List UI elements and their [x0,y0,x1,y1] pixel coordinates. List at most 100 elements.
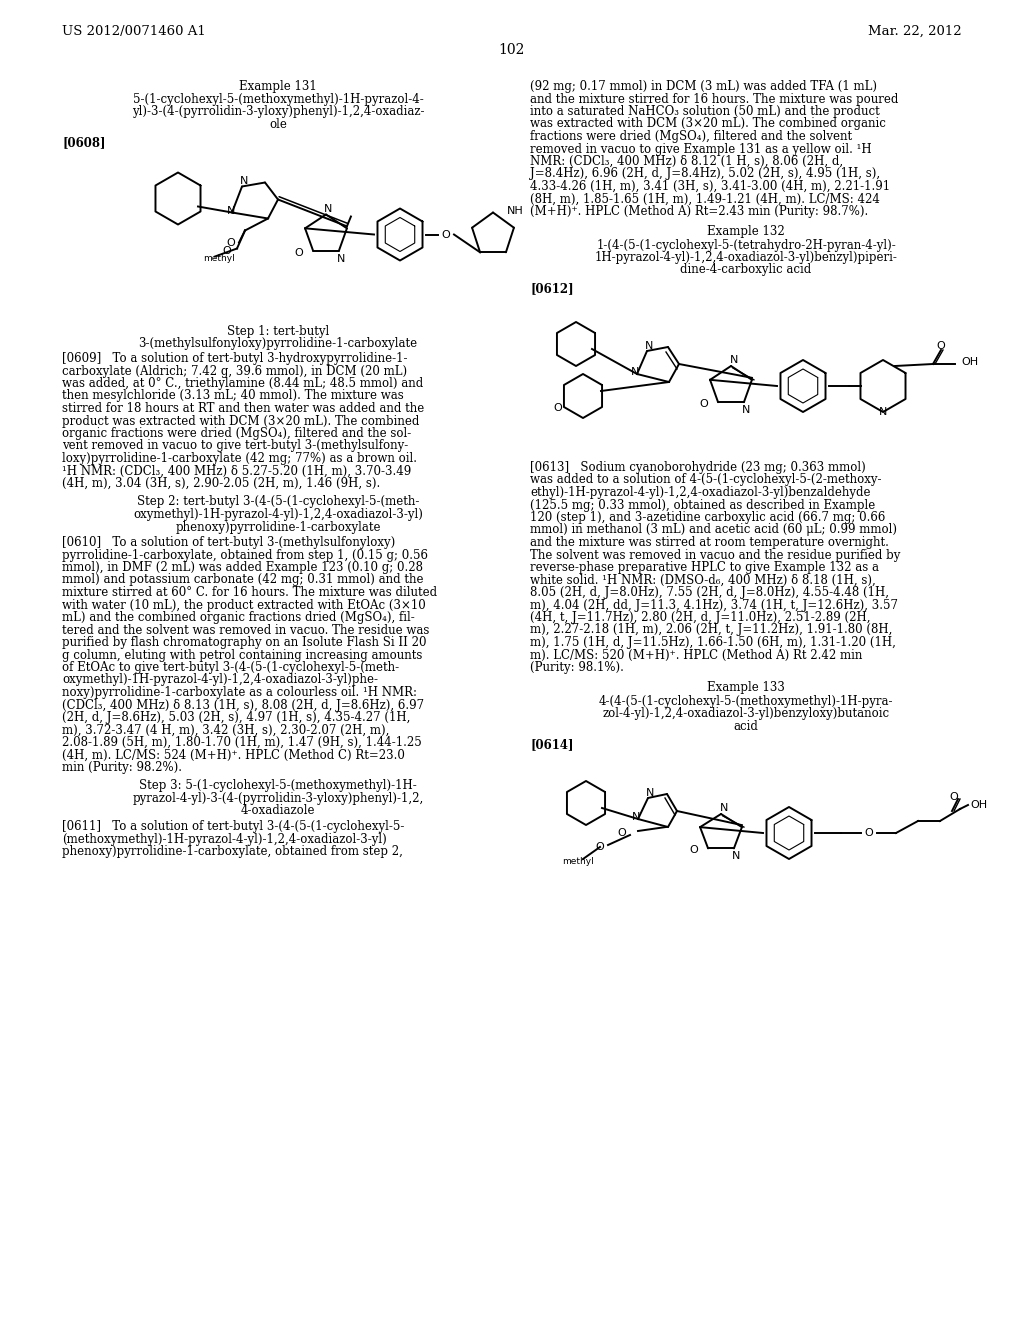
Text: 1H-pyrazol-4-yl)-1,2,4-oxadiazol-3-yl)benzyl)piperi-: 1H-pyrazol-4-yl)-1,2,4-oxadiazol-3-yl)be… [595,251,897,264]
Text: Step 1: tert-butyl: Step 1: tert-butyl [227,325,329,338]
Text: mmol) in methanol (3 mL) and acetic acid (60 μL; 0.99 mmol): mmol) in methanol (3 mL) and acetic acid… [530,524,897,536]
Text: mmol) and potassium carbonate (42 mg; 0.31 mmol) and the: mmol) and potassium carbonate (42 mg; 0.… [62,573,424,586]
Text: O: O [554,403,562,413]
Text: [0610]   To a solution of tert-butyl 3-(methylsulfonyloxy): [0610] To a solution of tert-butyl 3-(me… [62,536,395,549]
Text: ole: ole [269,117,287,131]
Text: ethyl)-1H-pyrazol-4-yl)-1,2,4-oxadiazol-3-yl)benzaldehyde: ethyl)-1H-pyrazol-4-yl)-1,2,4-oxadiazol-… [530,486,870,499]
Text: N: N [324,203,332,214]
Text: O: O [295,248,303,257]
Text: N: N [632,812,640,822]
Text: oxymethyl)-1H-pyrazol-4-yl)-1,2,4-oxadiazol-3-yl)phe-: oxymethyl)-1H-pyrazol-4-yl)-1,2,4-oxadia… [62,673,378,686]
Text: US 2012/0071460 A1: US 2012/0071460 A1 [62,25,206,38]
Text: Step 3: 5-(1-cyclohexyl-5-(methoxymethyl)-1H-: Step 3: 5-(1-cyclohexyl-5-(methoxymethyl… [139,780,417,792]
Text: (4H, m), 3.04 (3H, s), 2.90-2.05 (2H, m), 1.46 (9H, s).: (4H, m), 3.04 (3H, s), 2.90-2.05 (2H, m)… [62,477,380,490]
Text: 3-(methylsulfonyloxy)pyrrolidine-1-carboxylate: 3-(methylsulfonyloxy)pyrrolidine-1-carbo… [138,337,418,350]
Text: ¹H NMR: (CDCl₃, 400 MHz) δ 5.27-5.20 (1H, m), 3.70-3.49: ¹H NMR: (CDCl₃, 400 MHz) δ 5.27-5.20 (1H… [62,465,412,478]
Text: (4H, t, J=11.7Hz), 2.80 (2H, d, J=11.0Hz), 2.51-2.89 (2H,: (4H, t, J=11.7Hz), 2.80 (2H, d, J=11.0Hz… [530,611,870,624]
Text: [0612]: [0612] [530,282,573,294]
Text: min (Purity: 98.2%).: min (Purity: 98.2%). [62,762,182,774]
Text: acid: acid [733,719,759,733]
Text: pyrazol-4-yl)-3-(4-(pyrrolidin-3-yloxy)phenyl)-1,2,: pyrazol-4-yl)-3-(4-(pyrrolidin-3-yloxy)p… [132,792,424,805]
Text: oxymethyl)-1H-pyrazol-4-yl)-1,2,4-oxadiazol-3-yl): oxymethyl)-1H-pyrazol-4-yl)-1,2,4-oxadia… [133,508,423,521]
Text: O: O [699,399,709,409]
Text: O: O [617,828,627,838]
Text: 120 (step 1), and 3-azetidine carboxylic acid (66.7 mg; 0.66: 120 (step 1), and 3-azetidine carboxylic… [530,511,886,524]
Text: (CDCl₃, 400 MHz) δ 8.13 (1H, s), 8.08 (2H, d, J=8.6Hz), 6.97: (CDCl₃, 400 MHz) δ 8.13 (1H, s), 8.08 (2… [62,698,424,711]
Text: N: N [337,253,345,264]
Text: N: N [646,788,654,799]
Text: organic fractions were dried (MgSO₄), filtered and the sol-: organic fractions were dried (MgSO₄), fi… [62,426,412,440]
Text: 4.33-4.26 (1H, m), 3.41 (3H, s), 3.41-3.00 (4H, m), 2.21-1.91: 4.33-4.26 (1H, m), 3.41 (3H, s), 3.41-3.… [530,180,890,193]
Text: reverse-phase preparative HPLC to give Example 132 as a: reverse-phase preparative HPLC to give E… [530,561,879,574]
Text: [0611]   To a solution of tert-butyl 3-(4-(5-(1-cyclohexyl-5-: [0611] To a solution of tert-butyl 3-(4-… [62,820,404,833]
Text: 4-oxadiazole: 4-oxadiazole [241,804,315,817]
Text: The solvent was removed in vacuo and the residue purified by: The solvent was removed in vacuo and the… [530,549,900,561]
Text: methyl: methyl [562,857,594,866]
Text: O: O [222,246,231,256]
Text: vent removed in vacuo to give tert-butyl 3-(methylsulfony-: vent removed in vacuo to give tert-butyl… [62,440,409,453]
Text: (methoxymethyl)-1H-pyrazol-4-yl)-1,2,4-oxadiazol-3-yl): (methoxymethyl)-1H-pyrazol-4-yl)-1,2,4-o… [62,833,387,846]
Text: Step 2: tert-butyl 3-(4-(5-(1-cyclohexyl-5-(meth-: Step 2: tert-butyl 3-(4-(5-(1-cyclohexyl… [137,495,419,508]
Text: m). LC/MS: 520 (M+H)⁺. HPLC (Method A) Rt 2.42 min: m). LC/MS: 520 (M+H)⁺. HPLC (Method A) R… [530,648,862,661]
Text: O: O [937,341,945,351]
Text: Example 133: Example 133 [707,681,785,694]
Text: N: N [720,803,728,813]
Text: was added, at 0° C., triethylamine (8.44 mL; 48.5 mmol) and: was added, at 0° C., triethylamine (8.44… [62,378,423,389]
Text: (M+H)⁺. HPLC (Method A) Rt=2.43 min (Purity: 98.7%).: (M+H)⁺. HPLC (Method A) Rt=2.43 min (Pur… [530,205,868,218]
Text: (8H, m), 1.85-1.65 (1H, m), 1.49-1.21 (4H, m). LC/MS: 424: (8H, m), 1.85-1.65 (1H, m), 1.49-1.21 (4… [530,193,880,206]
Text: N: N [879,407,887,417]
Text: 102: 102 [499,44,525,57]
Text: Example 131: Example 131 [240,81,316,92]
Text: (4H, m). LC/MS: 524 (M+H)⁺. HPLC (Method C) Rt=23.0: (4H, m). LC/MS: 524 (M+H)⁺. HPLC (Method… [62,748,404,762]
Text: was added to a solution of 4-(5-(1-cyclohexyl-5-(2-methoxy-: was added to a solution of 4-(5-(1-cyclo… [530,474,882,487]
Text: [0614]: [0614] [530,738,573,751]
Text: yl)-3-(4-(pyrrolidin-3-yloxy)phenyl)-1,2,4-oxadiaz-: yl)-3-(4-(pyrrolidin-3-yloxy)phenyl)-1,2… [132,106,424,119]
Text: of EtOAc to give tert-butyl 3-(4-(5-(1-cyclohexyl-5-(meth-: of EtOAc to give tert-butyl 3-(4-(5-(1-c… [62,661,399,675]
Text: mmol), in DMF (2 mL) was added Example 123 (0.10 g; 0.28: mmol), in DMF (2 mL) was added Example 1… [62,561,423,574]
Text: N: N [645,341,653,351]
Text: (125.5 mg; 0.33 mmol), obtained as described in Example: (125.5 mg; 0.33 mmol), obtained as descr… [530,499,876,511]
Text: O: O [441,230,451,239]
Text: O: O [226,239,236,248]
Text: m), 1.75 (1H, d, J=11.5Hz), 1.66-1.50 (6H, m), 1.31-1.20 (1H,: m), 1.75 (1H, d, J=11.5Hz), 1.66-1.50 (6… [530,636,896,649]
Text: O: O [949,792,958,803]
Text: 5-(1-cyclohexyl-5-(methoxymethyl)-1H-pyrazol-4-: 5-(1-cyclohexyl-5-(methoxymethyl)-1H-pyr… [133,92,423,106]
Text: (2H, d, J=8.6Hz), 5.03 (2H, s), 4.97 (1H, s), 4.35-4.27 (1H,: (2H, d, J=8.6Hz), 5.03 (2H, s), 4.97 (1H… [62,711,411,723]
Text: N: N [730,355,738,366]
Text: and the mixture was stirred at room temperature overnight.: and the mixture was stirred at room temp… [530,536,889,549]
Text: m), 2.27-2.18 (1H, m), 2.06 (2H, t, J=11.2Hz), 1.91-1.80 (8H,: m), 2.27-2.18 (1H, m), 2.06 (2H, t, J=11… [530,623,892,636]
Text: fractions were dried (MgSO₄), filtered and the solvent: fractions were dried (MgSO₄), filtered a… [530,129,852,143]
Text: loxy)pyrrolidine-1-carboxylate (42 mg; 77%) as a brown oil.: loxy)pyrrolidine-1-carboxylate (42 mg; 7… [62,451,417,465]
Text: stirred for 18 hours at RT and then water was added and the: stirred for 18 hours at RT and then wate… [62,403,424,414]
Text: 2.08-1.89 (5H, m), 1.80-1.70 (1H, m), 1.47 (9H, s), 1.44-1.25: 2.08-1.89 (5H, m), 1.80-1.70 (1H, m), 1.… [62,737,422,748]
Text: Mar. 22, 2012: Mar. 22, 2012 [868,25,962,38]
Text: J=8.4Hz), 6.96 (2H, d, J=8.4Hz), 5.02 (2H, s), 4.95 (1H, s),: J=8.4Hz), 6.96 (2H, d, J=8.4Hz), 5.02 (2… [530,168,880,181]
Text: O: O [690,845,698,855]
Text: 8.05 (2H, d, J=8.0Hz), 7.55 (2H, d, J=8.0Hz), 4.55-4.48 (1H,: 8.05 (2H, d, J=8.0Hz), 7.55 (2H, d, J=8.… [530,586,889,599]
Text: O: O [596,842,604,851]
Text: tered and the solvent was removed in vacuo. The residue was: tered and the solvent was removed in vac… [62,623,429,636]
Text: white solid. ¹H NMR: (DMSO-d₆, 400 MHz) δ 8.18 (1H, s),: white solid. ¹H NMR: (DMSO-d₆, 400 MHz) … [530,573,876,586]
Text: and the mixture stirred for 16 hours. The mixture was poured: and the mixture stirred for 16 hours. Th… [530,92,898,106]
Text: (Purity: 98.1%).: (Purity: 98.1%). [530,661,624,675]
Text: [0608]: [0608] [62,136,105,149]
Text: N: N [732,851,740,862]
Text: dine-4-carboxylic acid: dine-4-carboxylic acid [680,264,812,276]
Text: product was extracted with DCM (3×20 mL). The combined: product was extracted with DCM (3×20 mL)… [62,414,420,428]
Text: pyrrolidine-1-carboxylate, obtained from step 1, (0.15 g; 0.56: pyrrolidine-1-carboxylate, obtained from… [62,549,428,561]
Text: removed in vacuo to give Example 131 as a yellow oil. ¹H: removed in vacuo to give Example 131 as … [530,143,871,156]
Text: OH: OH [970,800,987,810]
Text: phenoxy)pyrrolidine-1-carboxylate, obtained from step 2,: phenoxy)pyrrolidine-1-carboxylate, obtai… [62,845,402,858]
Text: zol-4-yl)-1,2,4-oxadiazol-3-yl)benzyloxy)butanoic: zol-4-yl)-1,2,4-oxadiazol-3-yl)benzyloxy… [602,708,890,719]
Text: mL) and the combined organic fractions dried (MgSO₄), fil-: mL) and the combined organic fractions d… [62,611,415,624]
Text: [0609]   To a solution of tert-butyl 3-hydroxypyrrolidine-1-: [0609] To a solution of tert-butyl 3-hyd… [62,352,408,366]
Text: N: N [240,177,248,186]
Text: g column, eluting with petrol containing increasing amounts: g column, eluting with petrol containing… [62,648,422,661]
Text: m), 3.72-3.47 (4 H, m), 3.42 (3H, s), 2.30-2.07 (2H, m),: m), 3.72-3.47 (4 H, m), 3.42 (3H, s), 2.… [62,723,389,737]
Text: N: N [226,206,236,215]
Text: then mesylchloride (3.13 mL; 40 mmol). The mixture was: then mesylchloride (3.13 mL; 40 mmol). T… [62,389,403,403]
Text: mixture stirred at 60° C. for 16 hours. The mixture was diluted: mixture stirred at 60° C. for 16 hours. … [62,586,437,599]
Text: [0613]   Sodium cyanoborohydride (23 mg; 0.363 mmol): [0613] Sodium cyanoborohydride (23 mg; 0… [530,461,865,474]
Text: m), 4.04 (2H, dd, J=11.3, 4.1Hz), 3.74 (1H, t, J=12.6Hz), 3.57: m), 4.04 (2H, dd, J=11.3, 4.1Hz), 3.74 (… [530,598,898,611]
Text: noxy)pyrrolidine-1-carboxylate as a colourless oil. ¹H NMR:: noxy)pyrrolidine-1-carboxylate as a colo… [62,686,417,700]
